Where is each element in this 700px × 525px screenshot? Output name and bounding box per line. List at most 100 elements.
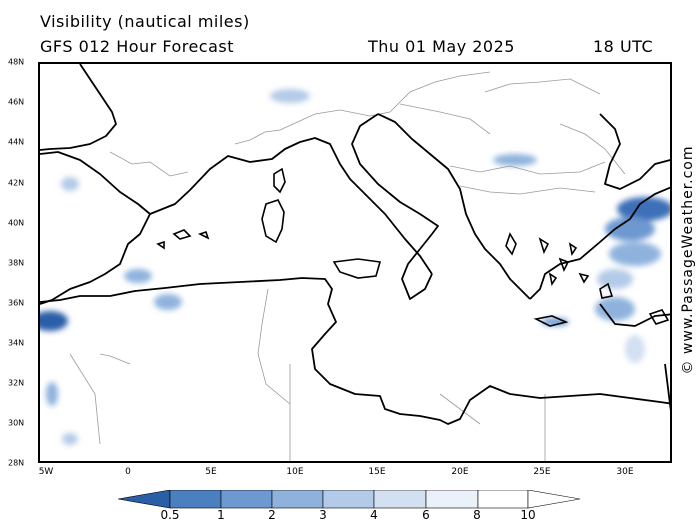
lat-label-44n: 44N — [8, 137, 25, 147]
coastline-north-africa — [40, 277, 670, 425]
colorbar-label-4: 4 — [370, 508, 378, 522]
forecast-subtitle: GFS 012 Hour Forecast — [40, 37, 235, 56]
fog-patch — [617, 197, 670, 221]
border-line — [459, 185, 596, 195]
colorbar-label-8: 8 — [473, 508, 481, 522]
border-line — [449, 161, 606, 175]
forecast-time: 18 UTC — [593, 37, 654, 56]
colorbar-label-2: 2 — [268, 508, 276, 522]
colorbar-label-3: 3 — [319, 508, 327, 522]
island-greek — [548, 272, 558, 287]
island-sicily — [332, 258, 382, 279]
border-line — [484, 78, 601, 95]
coastline-balkans — [377, 113, 531, 300]
colorbar-label-6: 6 — [422, 508, 430, 522]
islands — [156, 167, 670, 327]
island-rhodes — [599, 282, 614, 299]
border-line — [257, 288, 291, 405]
colorbar-segment-0 — [118, 490, 171, 509]
fog-patch — [154, 294, 182, 310]
coastline-anatolia-south — [599, 303, 670, 327]
fog-patch — [62, 433, 78, 445]
fog-patch — [270, 89, 310, 103]
island-greek — [558, 257, 570, 273]
colorbar-segment-1 — [169, 490, 222, 509]
coastline-italy — [149, 137, 433, 275]
fog-patch — [597, 269, 633, 289]
colorbar-segment-4 — [322, 490, 375, 509]
border-line — [99, 353, 131, 365]
lon-label-30e: 30E — [616, 467, 634, 477]
border-line — [109, 151, 189, 177]
colorbar-segment-8 — [527, 490, 581, 509]
lat-label-34n: 34N — [8, 338, 25, 348]
lat-label-42n: 42N — [8, 178, 25, 188]
island-corsica — [273, 167, 286, 194]
fog-patch — [46, 382, 58, 406]
credit-text: © www.PassageWeather.com — [680, 145, 696, 375]
island-crete — [533, 315, 569, 327]
colorbar-segment-6 — [425, 490, 479, 509]
island-greek — [578, 272, 590, 284]
lat-label-40n: 40N — [8, 218, 25, 228]
colorbar-segment-3 — [271, 490, 324, 509]
lon-label-15e: 15E — [368, 467, 386, 477]
island-greek — [568, 242, 578, 257]
island-cyprus — [648, 309, 670, 325]
fog-patch — [609, 242, 661, 266]
colorbar-label-0-5: 0.5 — [160, 508, 180, 522]
map-title: Visibility (nautical miles) — [40, 12, 250, 31]
coastline-italy-east — [351, 113, 439, 300]
colorbar-segment-7 — [477, 490, 529, 509]
lon-label-5e: 5E — [205, 467, 217, 477]
lat-label-28n: 28N — [8, 458, 25, 468]
coastline-levant — [664, 363, 670, 411]
country-borders — [69, 71, 626, 461]
fog-patch — [493, 154, 537, 166]
colorbar-label-1: 1 — [217, 508, 225, 522]
forecast-date: Thu 01 May 2025 — [368, 37, 515, 56]
island-sardinia — [261, 199, 285, 244]
border-line — [69, 353, 101, 445]
fog-patch — [625, 335, 645, 363]
border-line — [399, 103, 491, 135]
map-area — [38, 62, 672, 463]
border-line — [559, 123, 626, 175]
fog-patch — [595, 297, 635, 321]
lat-label-46n: 46N — [8, 97, 25, 107]
coastline-aegean — [529, 186, 670, 300]
island-mallorca — [172, 229, 192, 240]
fog-patch — [40, 311, 68, 331]
visibility-colorbar — [118, 490, 581, 509]
map-svg — [40, 64, 670, 461]
island-ibiza — [156, 240, 165, 250]
lat-label-30n: 30N — [8, 418, 25, 428]
coastlines — [40, 64, 670, 425]
lon-label-25e: 25E — [533, 467, 551, 477]
border-line — [389, 71, 491, 113]
border-line — [234, 129, 281, 145]
border-line — [279, 109, 391, 131]
lat-label-38n: 38N — [8, 258, 25, 268]
lat-label-48n: 48N — [8, 57, 25, 67]
lon-label-20e: 20E — [451, 467, 469, 477]
lon-label-0: 0 — [125, 467, 131, 477]
colorbar-label-10: 10 — [520, 508, 536, 522]
island-greek — [538, 237, 550, 255]
coastline-france-atlantic — [40, 64, 117, 151]
coastline-black-sea — [599, 113, 670, 190]
visibility-shading — [40, 89, 670, 445]
coastline-iberia — [40, 151, 151, 305]
colorbar-segment-2 — [220, 490, 273, 509]
island-menorca — [197, 230, 210, 240]
fog-patch — [61, 177, 79, 191]
lon-label-5w: 5W — [38, 467, 54, 477]
lon-label-10e: 10E — [286, 467, 304, 477]
border-line — [439, 393, 481, 425]
island-greek — [505, 232, 517, 256]
lat-label-36n: 36N — [8, 298, 25, 308]
fog-patch — [124, 269, 152, 283]
colorbar-segment-5 — [373, 490, 427, 509]
fog-patch — [605, 217, 655, 241]
lat-label-32n: 32N — [8, 378, 25, 388]
